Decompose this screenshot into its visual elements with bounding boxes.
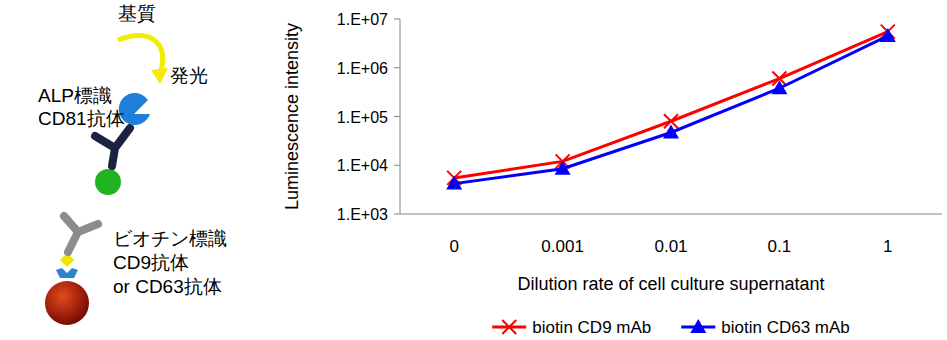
y-axis <box>400 19 401 214</box>
x-tick-label: 0.01 <box>654 237 687 256</box>
diagram-label: or CD63抗体 <box>113 276 222 297</box>
y-tick-label: 1.E+05 <box>337 109 388 126</box>
diagram-label: ビオチン標識 <box>113 228 227 249</box>
y-tick <box>394 19 400 20</box>
legend-label: biotin CD9 mAb <box>532 318 651 337</box>
legend-item: biotin CD63 mAb <box>681 318 850 337</box>
diagram-label: 発光 <box>170 65 208 86</box>
y-tick <box>394 116 400 117</box>
legend: biotin CD9 mAb biotin CD63 mAb <box>492 318 850 337</box>
detection-antibody <box>95 128 130 166</box>
diagram-label: ALP標識 <box>38 85 112 106</box>
plot-area <box>446 25 896 190</box>
y-tick <box>394 67 400 68</box>
x-tick-label: 0.1 <box>768 237 792 256</box>
diagram-label: 基質 <box>118 3 156 24</box>
bead <box>45 281 89 325</box>
legend-label: biotin CD63 mAb <box>721 318 850 337</box>
y-tick-label: 1.E+04 <box>337 157 388 174</box>
marker <box>880 28 896 42</box>
y-axis-title: Luminescence intensity <box>282 23 302 210</box>
diagram: 基質発光 ALP標識CD81抗体ビオチン標識 CD9抗体 or CD63抗体 <box>38 3 227 325</box>
legend-marker <box>502 320 516 334</box>
marker <box>555 161 571 175</box>
y-tick-label: 1.E+06 <box>337 60 388 77</box>
x-axis-title: Dilution rate of cell culture supernatan… <box>517 274 824 294</box>
diagram-label: CD9抗体 <box>113 252 189 273</box>
y-tick-label: 1.E+03 <box>337 206 388 223</box>
y-tick <box>394 214 400 215</box>
x-tick-label: 1 <box>883 237 892 256</box>
series-line <box>454 32 888 178</box>
x-axis <box>400 214 942 215</box>
x-tick-label: 0 <box>449 237 458 256</box>
legend-marker <box>690 319 706 333</box>
capture-antibody <box>64 216 98 252</box>
arrow-head <box>151 68 168 84</box>
diagram-label: CD81抗体 <box>38 108 125 129</box>
legend-item: biotin CD9 mAb <box>492 318 651 337</box>
exosome-antigen <box>95 169 121 195</box>
chart: 1.E+03 1.E+04 1.E+05 1.E+06 1.E+07 0 0.001 0.01… <box>282 11 942 337</box>
reaction-arrow <box>118 36 163 74</box>
marker <box>446 176 462 190</box>
y-tick-label: 1.E+07 <box>337 11 388 28</box>
marker <box>663 124 679 138</box>
streptavidin <box>56 268 78 278</box>
x-tick-label: 0.001 <box>541 237 584 256</box>
marker <box>771 80 787 94</box>
y-tick <box>394 165 400 166</box>
series-line <box>454 36 888 184</box>
